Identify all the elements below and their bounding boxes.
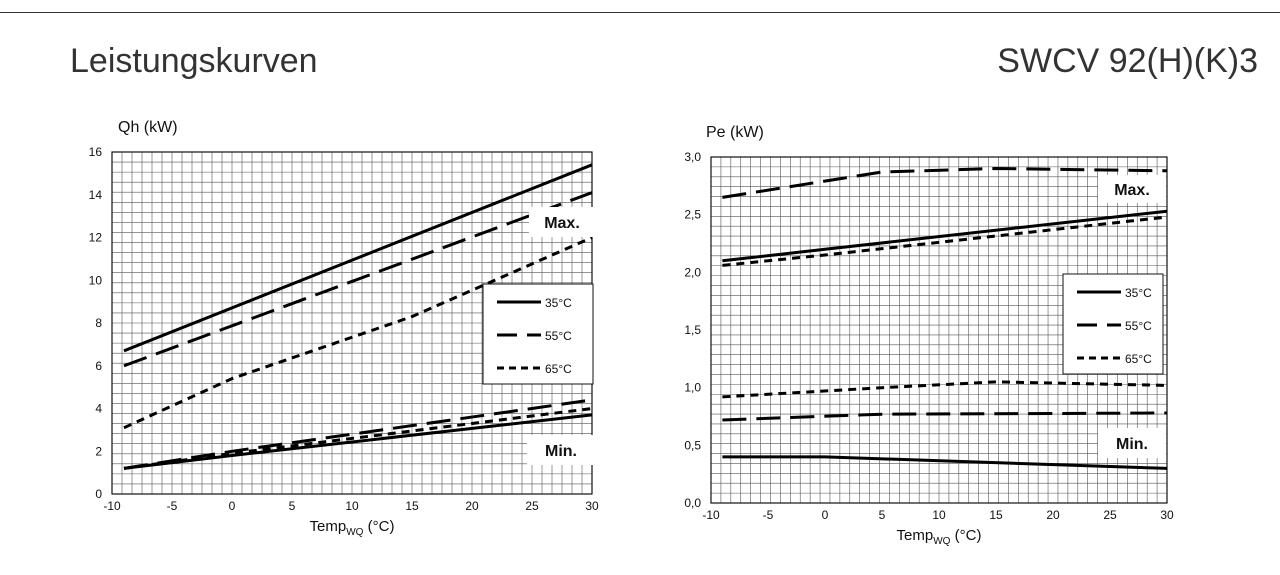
x-tick-label: 25 bbox=[1103, 508, 1117, 522]
legend-label: 35°C bbox=[545, 296, 572, 310]
x-tick-label: 0 bbox=[822, 508, 829, 522]
annotation-max: Max. bbox=[1114, 182, 1150, 199]
annotation-box bbox=[1098, 428, 1166, 458]
chart-power-input: -10 -5 0 5 10 15 20 25 30 0,0 0,5 1,0 1,5 2,0 2,5 3,0 Pe… bbox=[684, 124, 1174, 547]
y-tick-label: 0,0 bbox=[684, 496, 701, 510]
x-axis-label: TempWQ (°C) bbox=[310, 518, 395, 538]
x-tick-label: 5 bbox=[289, 499, 296, 513]
legend-label: 55°C bbox=[545, 329, 572, 343]
y-tick-label: 1,5 bbox=[684, 323, 701, 337]
x-tick-label: 30 bbox=[585, 499, 599, 513]
y-tick-label: 2 bbox=[95, 444, 102, 458]
x-tick-label: 10 bbox=[932, 508, 946, 522]
y-tick-label: 2,5 bbox=[684, 208, 701, 222]
annotation-min: Min. bbox=[545, 443, 577, 460]
x-tick-label: 25 bbox=[525, 499, 539, 513]
y-tick-label: 6 bbox=[95, 359, 102, 373]
x-tick-label: -5 bbox=[167, 499, 178, 513]
annotation-box bbox=[527, 435, 595, 465]
legend-label: 35°C bbox=[1125, 286, 1152, 300]
annotation-box bbox=[529, 207, 595, 237]
y-tick-label: 12 bbox=[89, 231, 103, 245]
y-axis-label: Qh (kW) bbox=[118, 119, 178, 136]
x-tick-label: -10 bbox=[702, 508, 720, 522]
legend: 35°C 55°C 65°C bbox=[1062, 273, 1164, 375]
series-line-min-shortdash bbox=[123, 407, 593, 470]
x-axis-label: TempWQ (°C) bbox=[897, 527, 982, 547]
series-line-max-longdash bbox=[722, 167, 1168, 199]
legend: 35°C 55°C 65°C bbox=[482, 283, 594, 385]
y-tick-label: 8 bbox=[95, 316, 102, 330]
top-divider bbox=[0, 12, 1280, 13]
x-tick-label: 15 bbox=[989, 508, 1003, 522]
plot-frame bbox=[710, 156, 1168, 504]
x-tick-label: 15 bbox=[405, 499, 419, 513]
grid bbox=[710, 156, 1168, 504]
y-tick-label: 1,0 bbox=[684, 381, 701, 395]
series-line-min-longdash bbox=[722, 411, 1168, 422]
page-title: Leistungskurven bbox=[70, 42, 318, 80]
y-tick-label: 0,5 bbox=[684, 438, 701, 452]
x-tick-label: 30 bbox=[1160, 508, 1174, 522]
legend-label: 65°C bbox=[1125, 352, 1152, 366]
x-tick-label: -5 bbox=[763, 508, 774, 522]
series-line-max-solid bbox=[123, 163, 593, 353]
series-line-max-shortdash bbox=[722, 215, 1168, 267]
y-tick-label: 10 bbox=[89, 273, 103, 287]
chart-heating-capacity: -10 -5 0 5 10 15 20 25 30 0 2 4 6 8 10 12 14 16 Qh (kW) Tem… bbox=[89, 119, 599, 538]
legend-label: 55°C bbox=[1125, 319, 1152, 333]
annotation-box bbox=[1098, 175, 1166, 203]
x-tick-label: 20 bbox=[1046, 508, 1060, 522]
annotation-min: Min. bbox=[1116, 436, 1148, 453]
x-tick-label: 10 bbox=[345, 499, 359, 513]
y-axis-label: Pe (kW) bbox=[706, 124, 764, 141]
legend-label: 65°C bbox=[545, 362, 572, 376]
y-tick-label: 0 bbox=[95, 487, 102, 501]
x-tick-label: 20 bbox=[465, 499, 479, 513]
annotation-max: Max. bbox=[544, 215, 580, 232]
series-line-max-solid bbox=[722, 209, 1168, 263]
model-title: SWCV 92(H)(K)3 bbox=[997, 42, 1258, 80]
y-tick-label: 3,0 bbox=[684, 150, 701, 164]
grid bbox=[111, 151, 593, 495]
x-tick-label: 5 bbox=[879, 508, 886, 522]
series-line-max-shortdash bbox=[123, 236, 593, 430]
y-tick-label: 14 bbox=[89, 188, 103, 202]
x-tick-label: 0 bbox=[229, 499, 236, 513]
y-tick-label: 4 bbox=[95, 402, 102, 416]
series-line-min-shortdash bbox=[722, 380, 1168, 399]
series-line-max-longdash bbox=[123, 191, 593, 368]
y-tick-label: 16 bbox=[89, 145, 103, 159]
y-tick-label: 2,0 bbox=[684, 265, 701, 279]
series-line-min-solid bbox=[722, 455, 1168, 470]
x-tick-label: -10 bbox=[103, 499, 121, 513]
series-line-min-longdash bbox=[123, 398, 593, 470]
